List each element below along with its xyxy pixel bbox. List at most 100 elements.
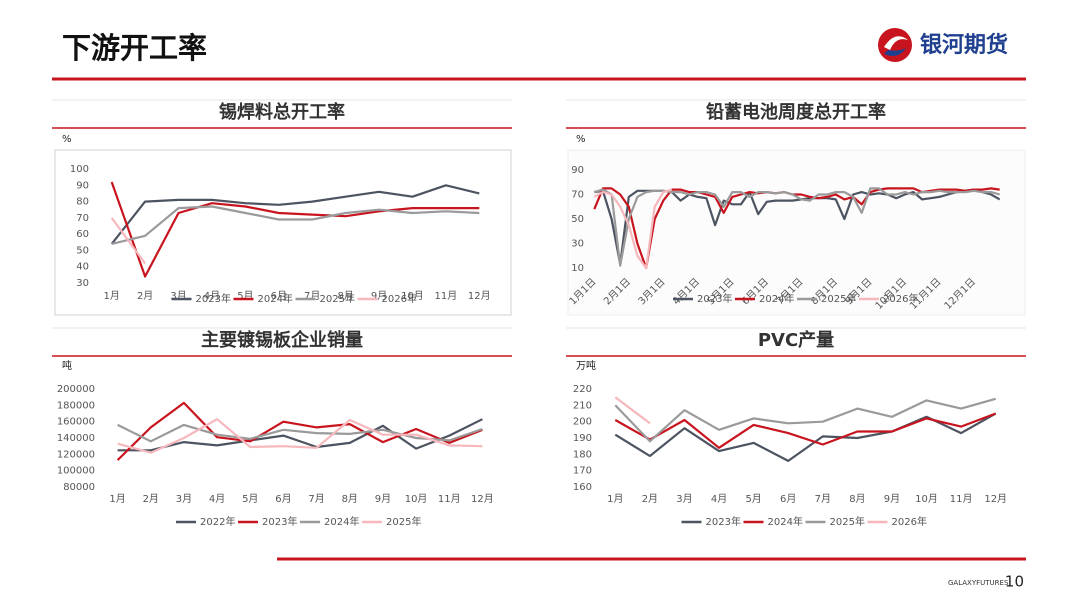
x-tick-label: 9月 [884, 493, 900, 505]
unit-label: 万吨 [576, 359, 596, 372]
y-tick-label: 180000 [57, 400, 95, 411]
legend-label: 2023年 [706, 515, 741, 528]
y-tick-label: 40 [76, 262, 89, 273]
x-tick-label: 10月 [401, 290, 424, 302]
y-tick-label: 80 [76, 197, 89, 208]
x-tick-label: 10月 [915, 493, 938, 505]
logo-swoosh [884, 48, 906, 56]
x-tick-label: 3月 [176, 493, 192, 505]
chart-frame [54, 149, 512, 316]
unit-label: % [576, 134, 586, 145]
x-tick-label: 2月 [143, 493, 159, 505]
x-tick-label: 4月 [209, 493, 225, 505]
series-line [117, 418, 483, 452]
y-tick-label: 220 [573, 384, 592, 395]
series-line [117, 423, 483, 443]
x-tick-label: 11月 [950, 493, 973, 505]
x-tick-label: 11月 [438, 493, 461, 505]
logo-swoosh [884, 36, 908, 50]
legend-label: 2024年 [768, 515, 803, 528]
y-tick-label: 50 [571, 214, 584, 225]
series-line [614, 412, 997, 449]
y-tick-label: 140000 [57, 433, 95, 444]
y-tick-label: 70 [571, 190, 584, 201]
series-line [593, 187, 1000, 270]
y-tick-label: 30 [571, 239, 584, 250]
y-tick-label: 90 [571, 165, 584, 176]
x-tick-label: 7月 [308, 493, 324, 505]
y-tick-label: 50 [76, 245, 89, 256]
x-tick-label: 9月 [375, 493, 391, 505]
y-tick-label: 100000 [57, 466, 95, 477]
y-tick-label: 180 [573, 449, 592, 460]
page-number: 10 [1005, 573, 1024, 591]
series-line [111, 205, 480, 245]
x-tick-label: 6月 [271, 290, 287, 302]
logo: 银河期货 [878, 28, 1008, 62]
x-tick-label: 6月 [780, 493, 796, 505]
chart-title: PVC产量 [758, 329, 834, 351]
x-tick-label: 12月 [984, 493, 1007, 505]
y-tick-label: 160000 [57, 417, 95, 428]
y-tick-label: 80000 [63, 482, 95, 493]
x-tick-label: 1月 [104, 290, 120, 302]
x-tick-label: 8月 [849, 493, 865, 505]
y-tick-label: 170 [573, 466, 592, 477]
y-tick-label: 200 [573, 417, 592, 428]
legend-label: 2022年 [200, 515, 235, 528]
legend-label: 2025年 [830, 515, 865, 528]
x-tick-label: 12月 [468, 290, 491, 302]
footer-brand: GALAXYFUTURES [948, 579, 1009, 587]
x-tick-label: 5月 [242, 493, 258, 505]
unit-label: % [62, 134, 72, 145]
legend-label: 2024年 [759, 292, 794, 305]
x-tick-label: 11月 [435, 290, 458, 302]
legend-label: 2025年 [821, 292, 856, 305]
y-tick-label: 10 [571, 263, 584, 274]
chart-frame [567, 149, 1026, 316]
chart-title: 铅蓄电池周度总开工率 [706, 101, 886, 123]
x-tick-label: 4月 [711, 493, 727, 505]
legend-label: 2023年 [697, 292, 732, 305]
x-tick-label: 8月 [342, 493, 358, 505]
logo-mark [878, 28, 912, 62]
x-tick-label: 7月 [815, 493, 831, 505]
series-line [110, 181, 480, 278]
y-tick-label: 120000 [57, 449, 95, 460]
x-tick-label: 5月 [745, 493, 761, 505]
slide-title: 下游开工率 [62, 31, 207, 65]
x-tick-label: 2月 [137, 290, 153, 302]
series-line [116, 401, 483, 461]
x-tick-label: 4月 [204, 290, 220, 302]
y-tick-label: 70 [76, 213, 89, 224]
logo-text: 银河期货 [920, 32, 1008, 58]
legend-label: 2024年 [258, 292, 293, 305]
y-tick-label: 100 [70, 164, 89, 175]
legend-label: 2026年 [883, 292, 918, 305]
legend-label: 2026年 [892, 515, 927, 528]
legend-label: 2025年 [320, 292, 355, 305]
y-tick-label: 60 [76, 229, 89, 240]
legend-label: 2023年 [262, 515, 297, 528]
y-tick-label: 90 [76, 180, 89, 191]
x-tick-label: 1月 [109, 493, 125, 505]
x-tick-label: 1月 [607, 493, 623, 505]
legend-label: 2026年 [382, 292, 417, 305]
chart-title: 锡焊料总开工率 [219, 101, 345, 123]
x-tick-label: 6月 [275, 493, 291, 505]
series-line [110, 184, 480, 245]
series-line [117, 418, 483, 454]
x-tick-label: 8月 [337, 290, 353, 302]
series-line [593, 188, 673, 270]
x-tick-label: 2月 [642, 493, 658, 505]
series-line [614, 397, 996, 443]
series-line [110, 217, 146, 265]
y-tick-label: 210 [573, 400, 592, 411]
legend-label: 2023年 [196, 292, 231, 305]
y-tick-label: 200000 [57, 384, 95, 395]
legend-label: 2024年 [324, 515, 359, 528]
x-tick-label: 3月 [676, 493, 692, 505]
y-tick-label: 30 [76, 278, 89, 289]
y-tick-label: 190 [573, 433, 592, 444]
